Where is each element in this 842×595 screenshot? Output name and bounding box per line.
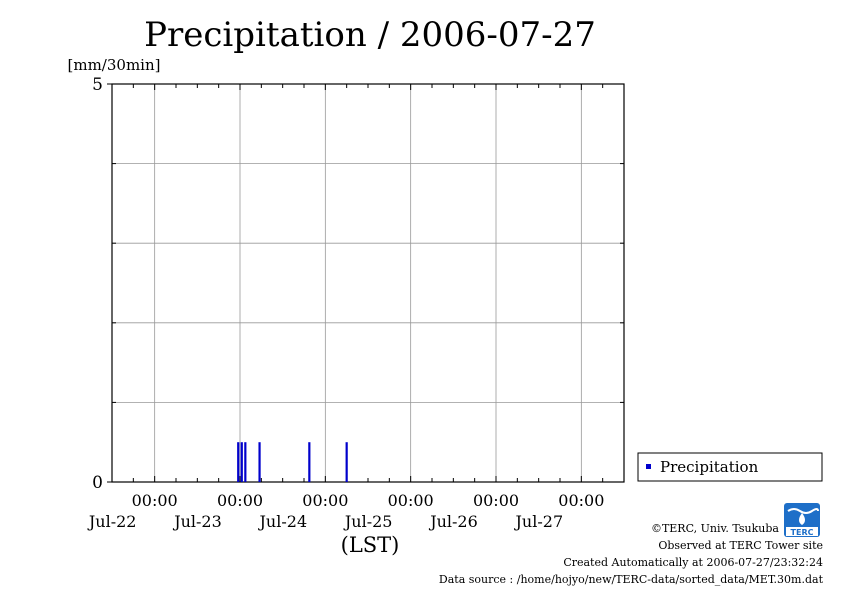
chart-title: Precipitation / 2006-07-27 — [144, 15, 596, 55]
x-tick-date-label: Jul-22 — [87, 512, 137, 531]
site-text: Observed at TERC Tower site — [658, 539, 823, 552]
x-axis-label: (LST) — [341, 533, 400, 557]
created-text: Created Automatically at 2006-07-27/23:3… — [563, 556, 823, 569]
x-axis-ticks: 00:00 Jul-22 00:00 Jul-23 00:00 Jul-24 00:00 Ju… — [87, 84, 625, 531]
y-tick-label: 0 — [92, 473, 103, 493]
x-tick-time-label: 00:00 — [302, 491, 348, 510]
plot-frame — [111, 83, 625, 483]
y-tick-label: 5 — [92, 75, 103, 95]
grid-lines — [112, 84, 624, 482]
x-tick-time-label: 00:00 — [132, 491, 178, 510]
y-axis-ticks: 05 — [92, 75, 624, 493]
x-tick-time-label: 00:00 — [388, 491, 434, 510]
x-tick-time-label: 00:00 — [558, 491, 604, 510]
legend: Precipitation — [637, 452, 823, 482]
copyright-text: ©TERC, Univ. Tsukuba — [650, 522, 779, 535]
x-tick-time-label: 00:00 — [217, 491, 263, 510]
logo-text: TERC — [791, 528, 814, 537]
source-text: Data source : /home/hojyo/new/TERC-data/… — [438, 573, 823, 586]
x-tick-date-label: Jul-24 — [258, 512, 308, 531]
legend-swatch-precipitation — [646, 464, 651, 469]
x-tick-time-label: 00:00 — [473, 491, 519, 510]
x-tick-date-label: Jul-27 — [514, 512, 564, 531]
x-tick-date-label: Jul-26 — [428, 512, 478, 531]
x-tick-date-label: Jul-25 — [343, 512, 393, 531]
legend-box — [637, 452, 823, 482]
precipitation-bars — [237, 442, 348, 482]
terc-logo: TERC — [784, 503, 820, 537]
y-axis-unit-label: [mm/30min] — [68, 56, 161, 74]
legend-label-precipitation: Precipitation — [660, 458, 759, 476]
x-tick-date-label: Jul-23 — [172, 512, 222, 531]
